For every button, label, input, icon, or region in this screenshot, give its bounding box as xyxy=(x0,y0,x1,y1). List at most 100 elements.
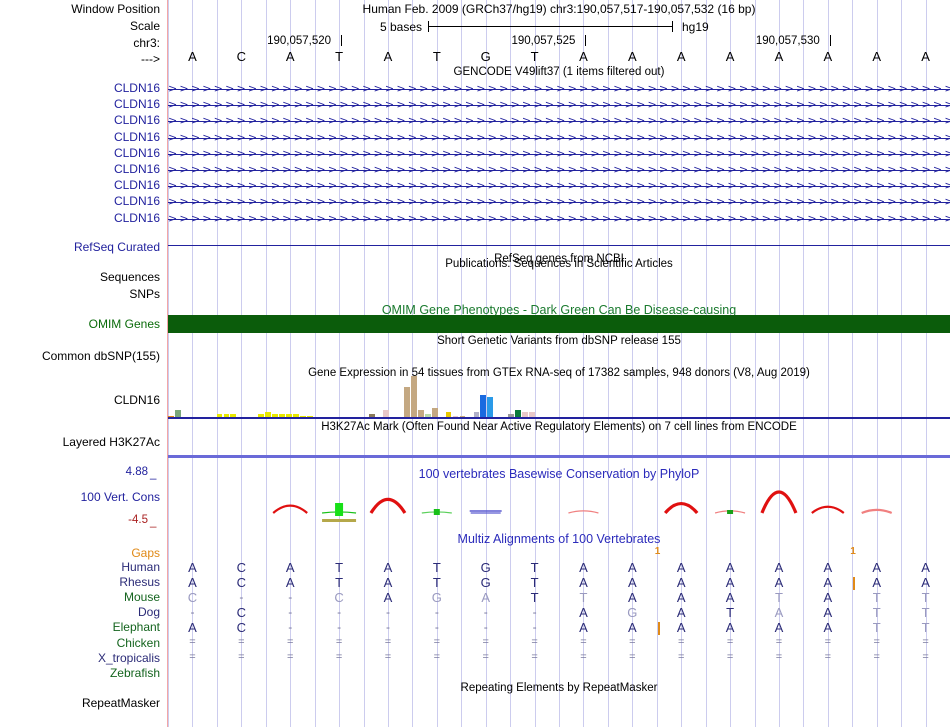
gencode-transcript-row[interactable]: >>>>>>>>>>>>>>>>>>>>>>>>>>>>>>>>>>>>>>>>… xyxy=(168,213,950,224)
base-letter: A xyxy=(823,49,833,64)
multiz-cell: A xyxy=(725,575,735,591)
gencode-transcript-row[interactable]: >>>>>>>>>>>>>>>>>>>>>>>>>>>>>>>>>>>>>>>>… xyxy=(168,99,950,111)
gencode-transcript-row[interactable]: >>>>>>>>>>>>>>>>>>>>>>>>>>>>>>>>>>>>>>>>… xyxy=(168,148,950,159)
multiz-cell: - xyxy=(190,605,195,620)
repeatmasker-label[interactable]: RepeatMasker xyxy=(81,696,160,710)
species-label-rhesus[interactable]: Rhesus xyxy=(119,575,160,590)
gencode-transcript-row[interactable]: >>>>>>>>>>>>>>>>>>>>>>>>>>>>>>>>>>>>>>>>… xyxy=(168,180,950,192)
gtex-tissue-bar[interactable] xyxy=(522,412,528,418)
multiz-cell: A xyxy=(627,590,637,606)
conservation-caption: 100 vertebrates Basewise Conservation by… xyxy=(418,467,700,481)
transcript-line xyxy=(168,137,950,139)
gtex-tissue-bar[interactable] xyxy=(480,395,487,418)
gencode-gene-label[interactable]: CLDN16 xyxy=(113,162,160,176)
transcript-line xyxy=(168,105,950,107)
publications-label-snps[interactable]: SNPs xyxy=(129,287,160,301)
gtex-tissue-bar[interactable] xyxy=(174,410,181,418)
gtex-tissue-bar[interactable] xyxy=(383,410,389,418)
gtex-tissue-bar[interactable] xyxy=(279,414,285,418)
gencode-gene-label[interactable]: CLDN16 xyxy=(113,145,160,160)
species-label-human[interactable]: Human xyxy=(121,560,160,574)
gencode-transcript-row[interactable]: >>>>>>>>>>>>>>>>>>>>>>>>>>>>>>>>>>>>>>>>… xyxy=(168,196,950,208)
gaps-label[interactable]: Gaps xyxy=(131,546,160,560)
multiz-cell: C xyxy=(236,605,246,621)
gtex-tissue-bar[interactable] xyxy=(369,414,376,418)
gtex-tissue-bar[interactable] xyxy=(424,414,431,418)
gencode-gene-label[interactable]: CLDN16 xyxy=(113,113,160,128)
conservation-label[interactable]: 100 Vert. Cons xyxy=(80,490,160,504)
gencode-transcript-row[interactable]: >>>>>>>>>>>>>>>>>>>>>>>>>>>>>>>>>>>>>>>>… xyxy=(168,164,950,176)
conservation-min-tick: _ xyxy=(150,516,157,528)
multiz-cell: A xyxy=(627,560,637,575)
multiz-cell: - xyxy=(385,620,390,635)
gencode-caption: GENCODE V49lift37 (1 items filtered out) xyxy=(453,66,665,78)
gtex-tissue-bar[interactable] xyxy=(487,397,494,418)
strand-arrow-icon: >>>>>>>>>>>>>>>>>>>>>>>>>>>>>>>>>>>>>>>>… xyxy=(168,115,950,128)
gencode-gene-label[interactable]: CLDN16 xyxy=(113,97,160,112)
gtex-tissue-bar[interactable] xyxy=(258,414,264,418)
gtex-tissue-bar[interactable] xyxy=(417,410,424,418)
gtex-label[interactable]: CLDN16 xyxy=(113,393,160,407)
gencode-gene-label[interactable]: CLDN16 xyxy=(113,81,160,95)
ruler-label-2: 190,057,530 xyxy=(755,35,820,47)
species-label-zebrafish[interactable]: Zebrafish xyxy=(109,665,160,680)
gencode-gene-label[interactable]: CLDN16 xyxy=(113,178,160,193)
multiz-cell: - xyxy=(483,605,488,620)
publications-label-sequences[interactable]: Sequences xyxy=(99,270,160,284)
gencode-gene-label[interactable]: CLDN16 xyxy=(113,210,160,225)
gtex-tissue-bar[interactable] xyxy=(445,412,452,418)
multiz-cell: = xyxy=(677,650,685,663)
species-label-dog[interactable]: Dog xyxy=(137,605,160,620)
multiz-cell: T xyxy=(726,605,735,621)
multiz-cell: G xyxy=(627,605,638,621)
strand-arrow-icon: >>>>>>>>>>>>>>>>>>>>>>>>>>>>>>>>>>>>>>>>… xyxy=(168,131,950,144)
gtex-tissue-bar[interactable] xyxy=(473,412,480,418)
gtex-tissue-bar[interactable] xyxy=(272,414,278,418)
gtex-expression-chart[interactable] xyxy=(168,374,536,418)
gencode-transcript-row[interactable]: >>>>>>>>>>>>>>>>>>>>>>>>>>>>>>>>>>>>>>>>… xyxy=(168,115,950,127)
multiz-cell: - xyxy=(288,590,293,605)
gtex-tissue-bar[interactable] xyxy=(286,414,292,418)
gencode-transcript-row[interactable]: >>>>>>>>>>>>>>>>>>>>>>>>>>>>>>>>>>>>>>>>… xyxy=(168,83,950,95)
gtex-tissue-bar[interactable] xyxy=(411,376,417,418)
species-label-mouse[interactable]: Mouse xyxy=(123,590,160,605)
conservation-plot[interactable] xyxy=(168,483,950,528)
gtex-tissue-bar[interactable] xyxy=(515,410,521,418)
gtex-tissue-bar[interactable] xyxy=(216,414,223,418)
multiz-cell: C xyxy=(187,590,198,606)
transcript-line xyxy=(168,218,950,220)
multiz-cell: - xyxy=(434,620,439,635)
gtex-tissue-bar[interactable] xyxy=(292,414,299,418)
dbsnp-label[interactable]: Common dbSNP(155) xyxy=(41,349,160,363)
omim-label[interactable]: OMIM Genes xyxy=(88,317,160,331)
multiz-cell: A xyxy=(188,575,197,591)
multiz-cell: A xyxy=(627,620,637,636)
h3k27ac-label[interactable]: Layered H3K27Ac xyxy=(62,435,160,449)
base-letter: A xyxy=(725,49,735,64)
multiz-cell: A xyxy=(579,560,588,575)
h3k27ac-caption: H3K27Ac Mark (Often Found Near Active Re… xyxy=(321,421,797,433)
gtex-tissue-bar[interactable] xyxy=(230,414,237,418)
multiz-cell: = xyxy=(335,650,343,663)
gencode-gene-label[interactable]: CLDN16 xyxy=(113,194,160,209)
multiz-cell: = xyxy=(726,650,734,663)
omim-gene-bar[interactable] xyxy=(168,315,950,333)
multiz-cell: = xyxy=(238,635,245,648)
gtex-tissue-bar[interactable] xyxy=(404,387,410,418)
gtex-tissue-bar[interactable] xyxy=(223,414,230,418)
gencode-gene-label[interactable]: CLDN16 xyxy=(113,129,160,144)
gencode-transcript-row[interactable]: >>>>>>>>>>>>>>>>>>>>>>>>>>>>>>>>>>>>>>>>… xyxy=(168,132,950,143)
transcript-line xyxy=(168,202,950,204)
refseq-label[interactable]: RefSeq Curated xyxy=(73,240,160,254)
gtex-tissue-bar[interactable] xyxy=(508,414,514,418)
ruler-tick-1 xyxy=(585,35,586,46)
gtex-tissue-bar[interactable] xyxy=(265,412,271,418)
gtex-tissue-bar[interactable] xyxy=(529,412,535,418)
strand-arrow-icon: >>>>>>>>>>>>>>>>>>>>>>>>>>>>>>>>>>>>>>>>… xyxy=(168,212,950,225)
species-label-chicken[interactable]: Chicken xyxy=(116,635,160,650)
gtex-tissue-bar[interactable] xyxy=(431,408,438,418)
grid-lines xyxy=(168,0,950,727)
species-label-x_tropicalis[interactable]: X_tropicalis xyxy=(97,650,160,665)
species-label-elephant[interactable]: Elephant xyxy=(112,620,160,635)
multiz-cell: A xyxy=(774,620,784,636)
